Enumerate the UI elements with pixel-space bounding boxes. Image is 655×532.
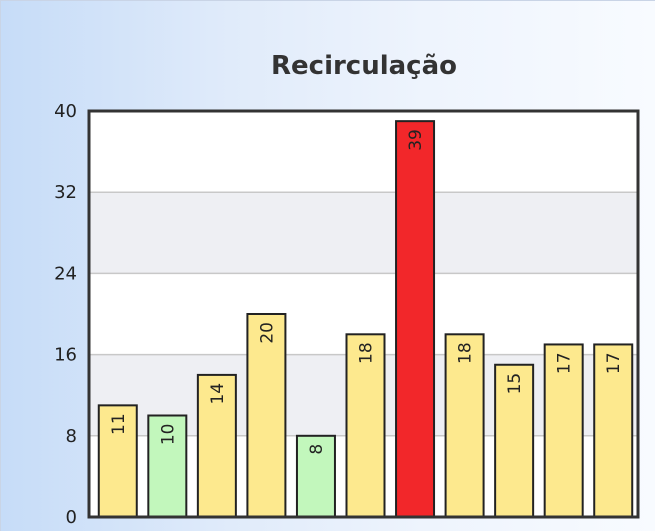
bar-data-label: 10 <box>158 424 178 446</box>
plot-frame <box>87 109 640 519</box>
bar <box>345 333 386 518</box>
y-tick-label: 32 <box>54 182 77 203</box>
y-tick-label: 0 <box>66 507 77 528</box>
bar-data-label: 18 <box>456 342 476 364</box>
y-tick-label: 24 <box>54 263 77 284</box>
chart-title: Recirculação <box>271 51 457 81</box>
bar <box>543 343 584 519</box>
bar-data-label: 17 <box>604 352 624 374</box>
bar <box>593 343 634 519</box>
bar-data-label: 15 <box>505 373 525 395</box>
bar-data-label: 8 <box>307 444 327 455</box>
bar-data-label: 20 <box>257 322 277 344</box>
y-tick-label: 8 <box>66 426 77 447</box>
bar-data-label: 39 <box>406 129 426 151</box>
bar-data-label: 11 <box>109 413 129 435</box>
y-tick-label: 16 <box>54 345 77 366</box>
plot-band <box>89 192 638 274</box>
bar-data-label: 14 <box>208 383 228 405</box>
bar <box>444 333 485 518</box>
y-tick-label: 40 <box>54 101 77 122</box>
bar-data-label: 17 <box>555 352 575 374</box>
plot-band <box>89 111 638 193</box>
bar <box>295 434 336 518</box>
bar <box>246 313 287 518</box>
bar-data-label: 18 <box>357 342 377 364</box>
bar <box>395 120 436 519</box>
